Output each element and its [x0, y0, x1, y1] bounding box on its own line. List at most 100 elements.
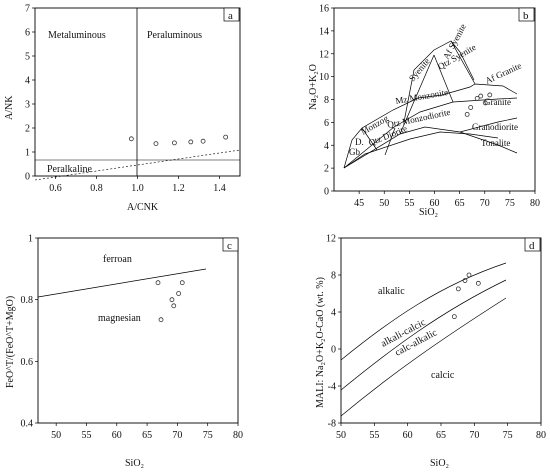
- y-tick-label: 14: [319, 26, 329, 37]
- y-tick-label: 5: [25, 52, 30, 63]
- axis-x-label-a: A/CNK: [127, 202, 159, 213]
- x-tick-label: 50: [51, 430, 61, 441]
- data-point: [188, 139, 194, 145]
- panel-a: a Metaluminous Peraluminous Peralkaline …: [4, 7, 241, 213]
- y-tick-label: -4: [328, 382, 336, 393]
- data-point: [466, 272, 472, 278]
- y-tick-label: 0: [331, 345, 336, 356]
- data-point: [171, 303, 177, 309]
- y-tick-label: 0.6: [21, 357, 34, 368]
- y-tick-label: 4: [25, 76, 30, 87]
- data-point: [169, 297, 175, 303]
- data-point: [128, 136, 134, 142]
- data-point: [468, 105, 474, 110]
- y-tick-label: 3: [25, 100, 30, 111]
- data-point: [158, 317, 164, 323]
- field-tonalite: Tonalite: [481, 138, 510, 148]
- field-magnesian: magnesian: [98, 313, 141, 324]
- y-tick-label: 12: [326, 234, 336, 245]
- field-af-granite: Af Granite: [484, 60, 523, 85]
- y-tick-label: 8: [331, 271, 336, 282]
- y-tick-label: 6: [324, 118, 329, 129]
- panel-b: b Gb D. Monzog Qtz Diorite Qtz Monzodior…: [308, 7, 536, 218]
- field-granite: Granite: [484, 97, 511, 107]
- data-point: [475, 280, 481, 286]
- y-tick-label: 12: [319, 49, 329, 60]
- data-point: [455, 286, 461, 292]
- x-tick-label: 50: [336, 430, 346, 441]
- y-tick-label: -8: [328, 419, 336, 430]
- field-peraluminous: Peraluminous: [147, 30, 202, 41]
- field-ferroan: ferroan: [103, 254, 132, 265]
- axis-y-label-c: FeO^T/(FeO^T+MgO): [5, 296, 16, 388]
- field-calcic: calcic: [431, 370, 455, 381]
- x-tick-label: 1.2: [172, 183, 185, 194]
- data-point: [171, 140, 177, 146]
- axis-x-label-d: SiO₂: [430, 458, 449, 469]
- data-point: [223, 134, 229, 140]
- x-tick-label: 70: [480, 198, 490, 209]
- field-qtz-monzodiorite: Qtz Monzodiorite: [386, 107, 451, 130]
- x-tick-label: 80: [536, 430, 546, 441]
- x-tick-label: 70: [172, 430, 182, 441]
- y-tick-label: 0: [324, 187, 329, 198]
- data-point: [464, 111, 470, 117]
- x-tick-label: 80: [530, 198, 540, 209]
- panel-d-label: d: [529, 240, 535, 252]
- y-tick-label: 0.4: [21, 419, 34, 430]
- x-tick-label: 0.8: [90, 183, 103, 194]
- panel-b-label: b: [523, 10, 529, 22]
- x-tick-label: 50: [379, 198, 389, 209]
- data-point: [451, 314, 457, 320]
- data-point: [153, 141, 159, 147]
- panel-c: c ferroan magnesian SiO₂ FeO^T/(FeO^T+Mg…: [5, 237, 239, 469]
- field-mz-monzonite: Mz Monzonite: [395, 87, 449, 106]
- x-tick-label: 1.0: [131, 183, 144, 194]
- x-tick-label: 80: [233, 430, 243, 441]
- field-gb: Gb: [349, 147, 360, 157]
- axis-y-label-a: A/NK: [4, 95, 15, 120]
- panel-a-label: a: [228, 10, 233, 22]
- field-peralkaline: Peralkaline: [47, 164, 93, 175]
- mali-boundaries: [340, 262, 507, 417]
- y-tick-label: 2: [324, 164, 329, 175]
- axis-x-label-b: SiO₂: [419, 207, 438, 218]
- data-point: [200, 138, 206, 144]
- data-point: [474, 95, 480, 101]
- data-point: [155, 280, 161, 286]
- data-point: [462, 278, 468, 283]
- y-tick-label: 1: [25, 148, 30, 159]
- y-tick-label: 16: [319, 4, 329, 15]
- field-alkalic: alkalic: [378, 286, 405, 297]
- peralkaline-boundary: [34, 149, 241, 181]
- field-granodiorite: Granodiorite: [472, 122, 518, 132]
- data-point: [176, 291, 182, 296]
- x-tick-label: 1.4: [213, 183, 226, 194]
- x-tick-label: 55: [81, 430, 91, 441]
- x-tick-label: 75: [503, 430, 513, 441]
- x-tick-label: 0.6: [49, 183, 62, 194]
- x-tick-label: 55: [404, 198, 414, 209]
- y-tick-label: 1: [28, 234, 33, 245]
- data-point: [478, 93, 484, 99]
- field-d: D.: [355, 137, 364, 147]
- x-tick-label: 45: [354, 198, 364, 209]
- x-tick-label: 65: [436, 430, 446, 441]
- ferroan-magnesian-boundary: [37, 268, 207, 298]
- x-tick-label: 55: [369, 430, 379, 441]
- y-tick-label: 7: [25, 4, 30, 15]
- y-tick-label: 4: [331, 308, 336, 319]
- y-tick-label: 8: [324, 95, 329, 106]
- data-point: [487, 92, 493, 98]
- field-metaluminous: Metaluminous: [48, 30, 106, 41]
- y-tick-label: 10: [319, 72, 329, 83]
- axis-y-label-b: Na₂O+K₂O: [308, 64, 319, 110]
- data-point: [482, 100, 488, 106]
- tas-field-boundaries: [343, 40, 518, 169]
- axis-x-label-c: SiO₂: [125, 458, 144, 469]
- x-tick-label: 60: [430, 198, 440, 209]
- y-tick-label: 0: [25, 172, 30, 183]
- x-tick-label: 65: [142, 430, 152, 441]
